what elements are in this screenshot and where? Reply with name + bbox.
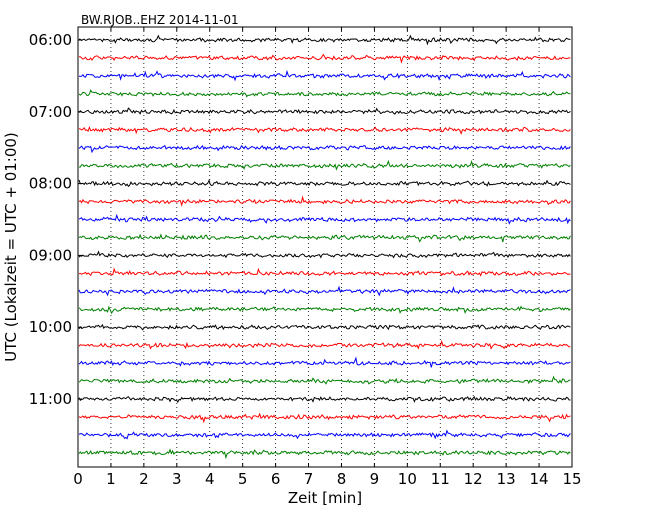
seismogram-trace bbox=[78, 159, 571, 171]
seismogram-trace bbox=[78, 448, 571, 460]
seismogram-trace bbox=[78, 305, 571, 315]
x-tick-label: 15 bbox=[562, 470, 581, 488]
seismogram-trace bbox=[78, 375, 571, 385]
x-tick-label: 10 bbox=[398, 470, 417, 488]
seismogram-trace bbox=[78, 125, 571, 135]
x-tick-label: 11 bbox=[431, 470, 450, 488]
seismogram-trace bbox=[78, 34, 571, 46]
y-tick-label: 07:00 bbox=[29, 103, 72, 121]
seismogram-trace bbox=[78, 233, 571, 243]
y-tick-label: 10:00 bbox=[29, 318, 72, 336]
x-axis-ticks: 0 1 2 3 4 5 6 7 8 9 10 11 12 13 14 15 bbox=[73, 27, 582, 488]
y-tick-label: 06:00 bbox=[29, 31, 72, 49]
seismogram-trace bbox=[78, 213, 571, 225]
x-tick-label: 9 bbox=[370, 470, 380, 488]
plot-frame bbox=[77, 26, 573, 468]
seismogram-trace bbox=[78, 323, 571, 331]
seismogram-trace bbox=[78, 339, 571, 350]
y-tick-label: 09:00 bbox=[29, 246, 72, 264]
y-tick-label: 11:00 bbox=[29, 390, 72, 408]
x-tick-label: 6 bbox=[271, 470, 281, 488]
x-tick-label: 4 bbox=[205, 470, 215, 488]
x-tick-label: 12 bbox=[464, 470, 483, 488]
seismogram-trace bbox=[78, 179, 571, 188]
seismogram-trace bbox=[78, 395, 571, 404]
y-tick-label: 08:00 bbox=[29, 175, 72, 193]
x-tick-label: 3 bbox=[172, 470, 182, 488]
trace-layer bbox=[78, 34, 571, 460]
grid-layer bbox=[110, 27, 540, 467]
x-tick-label: 2 bbox=[139, 470, 149, 488]
seismogram-trace bbox=[78, 144, 571, 154]
y-axis-label: UTC (Lokalzeit = UTC + 01:00) bbox=[2, 132, 20, 362]
x-tick-label: 0 bbox=[73, 470, 83, 488]
seismogram-trace bbox=[78, 195, 571, 207]
seismogram-trace bbox=[78, 250, 571, 259]
x-tick-label: 1 bbox=[106, 470, 116, 488]
x-tick-label: 14 bbox=[530, 470, 549, 488]
chart-title: BW.RJOB..EHZ 2014-11-01 bbox=[81, 13, 239, 27]
x-tick-label: 13 bbox=[497, 470, 516, 488]
seismogram-trace bbox=[78, 53, 571, 64]
x-tick-label: 8 bbox=[337, 470, 347, 488]
x-tick-label: 7 bbox=[304, 470, 314, 488]
seismogram-trace bbox=[78, 356, 571, 368]
seismogram-trace bbox=[78, 107, 571, 115]
seismogram-trace bbox=[78, 429, 571, 440]
seismogram-trace bbox=[78, 69, 571, 82]
y-axis-ticks: 06:00 07:00 08:00 09:00 10:00 11:00 bbox=[29, 31, 82, 408]
seismogram-trace bbox=[78, 267, 571, 277]
x-tick-label: 5 bbox=[238, 470, 248, 488]
seismogram-trace bbox=[78, 89, 571, 98]
seismogram-trace bbox=[78, 285, 571, 297]
x-axis-label: Zeit [min] bbox=[288, 489, 362, 507]
seismogram-trace bbox=[78, 412, 571, 424]
